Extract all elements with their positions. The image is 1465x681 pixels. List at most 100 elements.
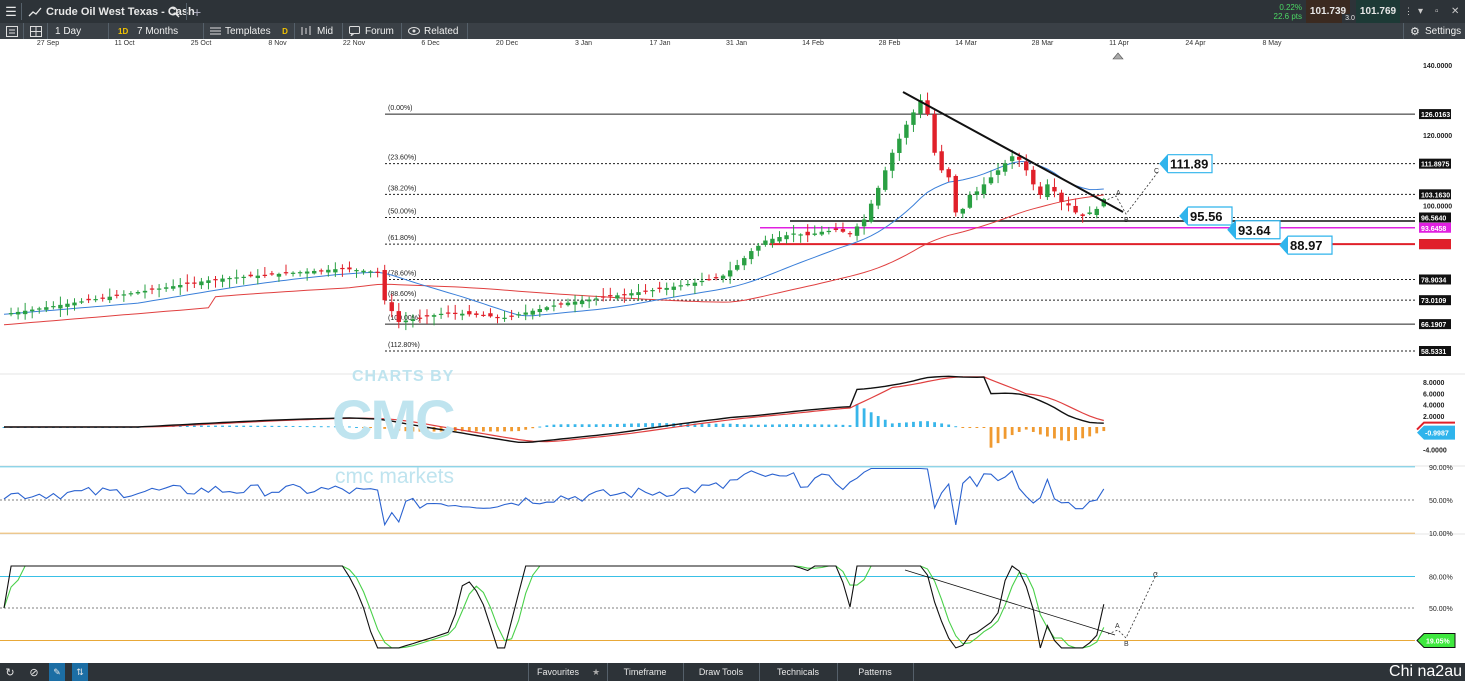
macd-signal-line (4, 376, 1104, 443)
templates-button[interactable]: Templates (225, 25, 271, 37)
trendline (902, 91, 1124, 213)
macd-histogram-bar (608, 424, 612, 427)
divider (683, 663, 684, 681)
macd-histogram-bar (728, 423, 732, 427)
macd-histogram-bar (580, 424, 584, 427)
technicals-button[interactable]: Technicals (776, 667, 820, 677)
stoch-y-tick: 50.00% (1429, 606, 1453, 613)
macd-histogram-bar (1003, 427, 1007, 439)
macd-histogram-bar (319, 426, 323, 428)
candle-body (995, 170, 1001, 175)
stochastic-panel: A B C (0, 565, 1415, 649)
layout-grid-icon[interactable] (30, 23, 42, 39)
refresh-icon[interactable]: ↻ (5, 666, 15, 679)
divider (21, 3, 22, 20)
chart-type-icon[interactable] (28, 0, 42, 23)
date-tick: 22 Nov (342, 40, 366, 47)
related-icon[interactable] (408, 23, 420, 39)
draw-tools-button[interactable]: Draw Tools (698, 667, 744, 677)
fib-price-box (1419, 319, 1451, 330)
candle-body (551, 305, 557, 307)
macd-histogram-bar (256, 425, 260, 427)
callout-arrow (1160, 154, 1168, 173)
candle-body (586, 299, 592, 302)
candle-body (171, 286, 176, 289)
macd-histogram-bar (1053, 427, 1056, 439)
macd-histogram-bar (587, 424, 591, 427)
candle-body (1059, 192, 1064, 202)
macd-histogram-bar (185, 425, 189, 427)
candle-body (946, 169, 951, 178)
macd-histogram-bar (947, 424, 951, 427)
candle-body (424, 315, 430, 317)
pattern-label: B (1124, 217, 1129, 224)
macd-histogram-bar (559, 424, 563, 427)
current-date-marker (1112, 52, 1124, 60)
macd-histogram-bar (200, 425, 203, 427)
forum-button[interactable]: Forum (365, 25, 394, 37)
settings-icon[interactable]: ⚙ (1410, 25, 1420, 38)
change-percent: 0.22% (1279, 2, 1302, 12)
macd-histogram-bar (552, 424, 556, 427)
maximize-icon[interactable]: ▫ (1435, 6, 1439, 17)
magnet-icon[interactable]: ⇅ (72, 663, 88, 681)
patterns-button[interactable]: Patterns (858, 667, 892, 677)
timeframe-button[interactable]: Timeframe (623, 667, 667, 677)
macd-histogram-bar (291, 425, 295, 427)
candle-body (262, 274, 268, 276)
candle-body (227, 277, 232, 280)
menu-icon[interactable]: ☰ (5, 3, 17, 19)
interval-selector[interactable]: 1 Day (55, 25, 82, 37)
favourites-button[interactable]: Favourites (536, 667, 580, 677)
macd-histogram-bar (482, 427, 485, 432)
candle-body (467, 311, 472, 315)
pattern-label: C (1154, 168, 1159, 175)
macd-histogram-bar (1095, 427, 1099, 434)
minimize-icon[interactable]: ▾ (1418, 6, 1424, 17)
search-icon[interactable] (168, 0, 180, 23)
related-button[interactable]: Related (424, 25, 459, 37)
candle-body (565, 302, 571, 306)
candle-body (742, 258, 747, 266)
add-tab-icon[interactable]: + (193, 3, 202, 20)
candle-body (1094, 208, 1099, 215)
forum-icon[interactable] (349, 23, 361, 39)
candle-body (883, 170, 888, 190)
pencil-icon[interactable]: ✎ (49, 663, 65, 681)
list-icon[interactable] (6, 23, 18, 39)
support-price-box (1419, 239, 1451, 250)
candle-body (438, 313, 444, 316)
macd-histogram-bar (792, 424, 795, 427)
candle-body (692, 282, 698, 286)
macd-histogram-bar (362, 427, 365, 428)
price-type-selector[interactable]: Mid (317, 25, 334, 37)
macd-histogram-bar (1031, 427, 1035, 432)
candle-body (58, 304, 63, 309)
templates-icon[interactable] (210, 23, 221, 39)
hide-icon[interactable]: ⊘ (29, 666, 39, 679)
price-type-icon[interactable] (300, 23, 312, 39)
candle-body (558, 303, 564, 305)
macd-histogram-bar (1046, 427, 1049, 437)
candle-body (319, 270, 324, 272)
macd-histogram-bar (679, 423, 683, 427)
candle-body (699, 280, 705, 283)
macd-histogram-bar (263, 425, 267, 427)
chart-area[interactable]: (0.00%) (23.60%) (38.20%) (50.00%) (61.80%) (… (0, 50, 1465, 663)
callout-label: 88.97 (1290, 238, 1323, 253)
macd-histogram-bar (1060, 427, 1063, 441)
star-icon[interactable]: ★ (591, 666, 601, 677)
fib-price-box (1419, 158, 1451, 169)
sell-price-button[interactable]: 101.739 (1306, 0, 1350, 23)
candle-body (544, 307, 550, 310)
more-icon[interactable]: ⋮ (1404, 6, 1413, 16)
fib-label: (88.60%) (388, 291, 416, 298)
macd-histogram-bar (207, 425, 210, 427)
instrument-title[interactable]: Crude Oil West Texas - Cash (46, 5, 195, 18)
macd-histogram-bar (397, 427, 401, 431)
settings-button[interactable]: Settings (1425, 25, 1462, 37)
buy-price-button[interactable]: 101.769 (1356, 0, 1400, 23)
close-icon[interactable]: ✕ (1451, 6, 1460, 17)
range-selector[interactable]: 7 Months (137, 25, 179, 37)
macd-y-tick: 4.0000 (1423, 403, 1445, 410)
